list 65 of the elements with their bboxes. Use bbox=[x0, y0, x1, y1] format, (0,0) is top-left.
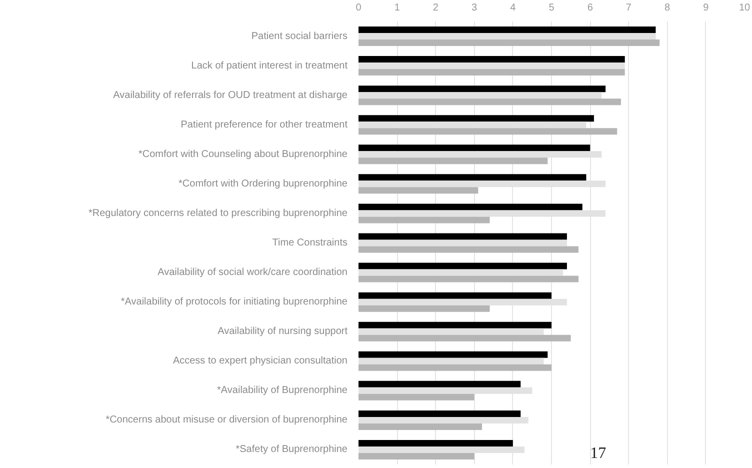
bar bbox=[358, 328, 544, 335]
y-tick-label: *Safety of Buprenorphine bbox=[236, 444, 348, 456]
bar bbox=[358, 423, 482, 430]
y-tick-label: *Availability of Buprenorphine bbox=[217, 385, 348, 396]
bar bbox=[358, 62, 625, 70]
bar bbox=[358, 364, 552, 371]
bar bbox=[358, 452, 474, 460]
bar bbox=[358, 40, 660, 46]
y-tick-label: *Comfort with Counseling about Buprenorphine bbox=[138, 148, 348, 160]
x-tick-label: 1 bbox=[394, 2, 400, 14]
bar bbox=[358, 115, 594, 122]
bar bbox=[358, 92, 602, 99]
bar bbox=[358, 86, 606, 92]
y-tick-label: Time Constraints bbox=[272, 238, 348, 248]
bar bbox=[358, 187, 478, 194]
bar bbox=[358, 351, 548, 358]
bar bbox=[358, 276, 579, 282]
bar bbox=[358, 305, 490, 312]
bar bbox=[358, 33, 656, 40]
bar bbox=[358, 322, 552, 328]
x-tick-label: 10 bbox=[738, 2, 750, 14]
y-tick-label: *Availability of protocols for initiating buprenorphine bbox=[120, 296, 348, 308]
bar bbox=[358, 292, 552, 299]
bar bbox=[358, 394, 474, 400]
bar bbox=[358, 216, 490, 224]
x-tick-label: 3 bbox=[472, 2, 478, 14]
bar bbox=[358, 26, 656, 34]
bar bbox=[358, 380, 521, 388]
y-tick-label: Access to expert physician consultation bbox=[172, 356, 348, 367]
y-tick-label: Patient social barriers bbox=[251, 30, 348, 42]
bar bbox=[358, 334, 571, 342]
y-tick-label: Patient preference for other treatment bbox=[180, 119, 348, 130]
bar bbox=[358, 204, 582, 210]
y-tick-label: Availability of social work/care coordination bbox=[158, 267, 348, 278]
bar bbox=[358, 240, 567, 246]
bar bbox=[358, 410, 521, 417]
bar bbox=[358, 56, 625, 63]
annotation: 17 bbox=[590, 445, 606, 462]
bar bbox=[358, 246, 579, 253]
bar bbox=[358, 440, 513, 446]
bar bbox=[358, 98, 621, 106]
y-tick-label: *Comfort with Ordering buprenorphine bbox=[178, 178, 348, 190]
y-tick-label: *Concerns about misuse or diversion of buprenorphine bbox=[106, 414, 348, 426]
bar bbox=[358, 269, 564, 276]
x-tick-label: 7 bbox=[626, 2, 632, 14]
x-tick-label: 4 bbox=[510, 2, 516, 14]
bar bbox=[358, 128, 618, 135]
x-tick-label: 5 bbox=[548, 2, 555, 14]
bar bbox=[358, 69, 625, 76]
x-tick-label: 6 bbox=[587, 2, 594, 14]
y-tick-label: *Regulatory concerns related to prescribing buprenorphine bbox=[88, 208, 348, 219]
x-tick-label: 9 bbox=[703, 2, 710, 14]
bar bbox=[358, 358, 544, 364]
y-tick-label: Availability of referrals for OUD treatment at disharge bbox=[113, 90, 348, 101]
bar bbox=[358, 262, 567, 270]
bar bbox=[358, 158, 548, 164]
bar bbox=[358, 174, 586, 181]
x-tick-label: 2 bbox=[432, 2, 439, 14]
y-tick-label: Lack of patient interest in treatment bbox=[191, 60, 348, 72]
bar bbox=[358, 122, 586, 128]
bar bbox=[358, 144, 590, 152]
bar bbox=[358, 233, 567, 240]
x-tick-label: 0 bbox=[356, 2, 362, 14]
y-tick-label: Availability of nursing support bbox=[218, 326, 348, 338]
x-tick-label: 8 bbox=[664, 2, 671, 14]
